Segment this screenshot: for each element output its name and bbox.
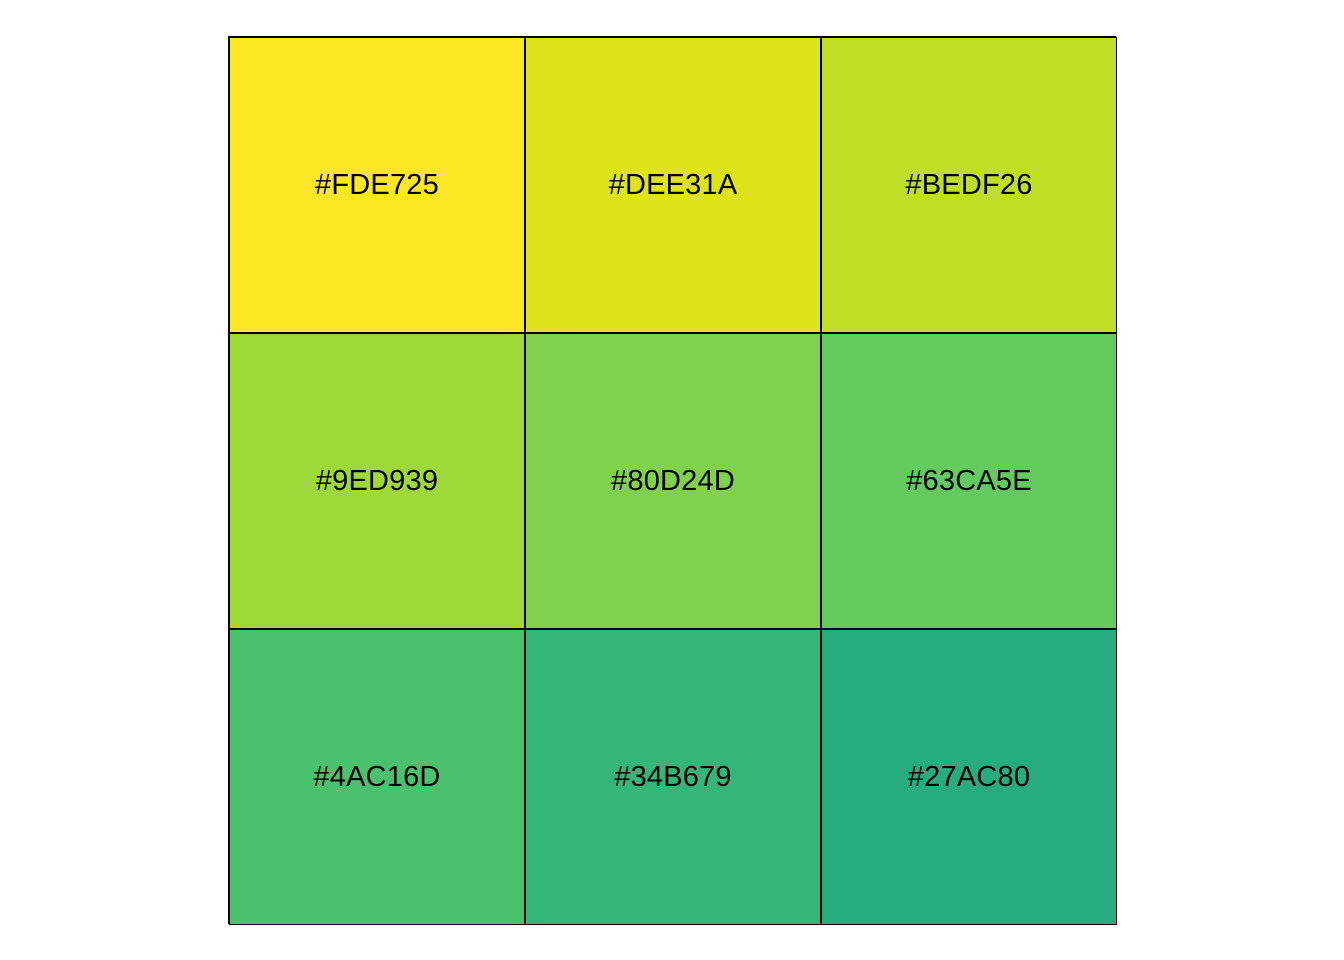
swatch-label: #63CA5E: [906, 464, 1032, 497]
swatch-label: #4AC16D: [313, 760, 441, 793]
swatch-2: #BEDF26: [821, 37, 1117, 333]
swatch-1: #DEE31A: [525, 37, 821, 333]
swatch-label: #80D24D: [611, 464, 735, 497]
swatch-label: #9ED939: [315, 464, 439, 497]
swatch-6: #4AC16D: [229, 629, 525, 925]
swatch-label: #27AC80: [907, 760, 1031, 793]
swatch-label: #34B679: [614, 760, 732, 793]
swatch-label: #DEE31A: [608, 168, 738, 201]
swatch-4: #80D24D: [525, 333, 821, 629]
swatch-label: #BEDF26: [905, 168, 1033, 201]
swatch-8: #27AC80: [821, 629, 1117, 925]
swatch-0: #FDE725: [229, 37, 525, 333]
swatch-5: #63CA5E: [821, 333, 1117, 629]
swatch-grid: #FDE725 #DEE31A #BEDF26 #9ED939 #80D24D …: [228, 36, 1117, 925]
swatch-7: #34B679: [525, 629, 821, 925]
swatch-3: #9ED939: [229, 333, 525, 629]
swatch-label: #FDE725: [315, 168, 439, 201]
